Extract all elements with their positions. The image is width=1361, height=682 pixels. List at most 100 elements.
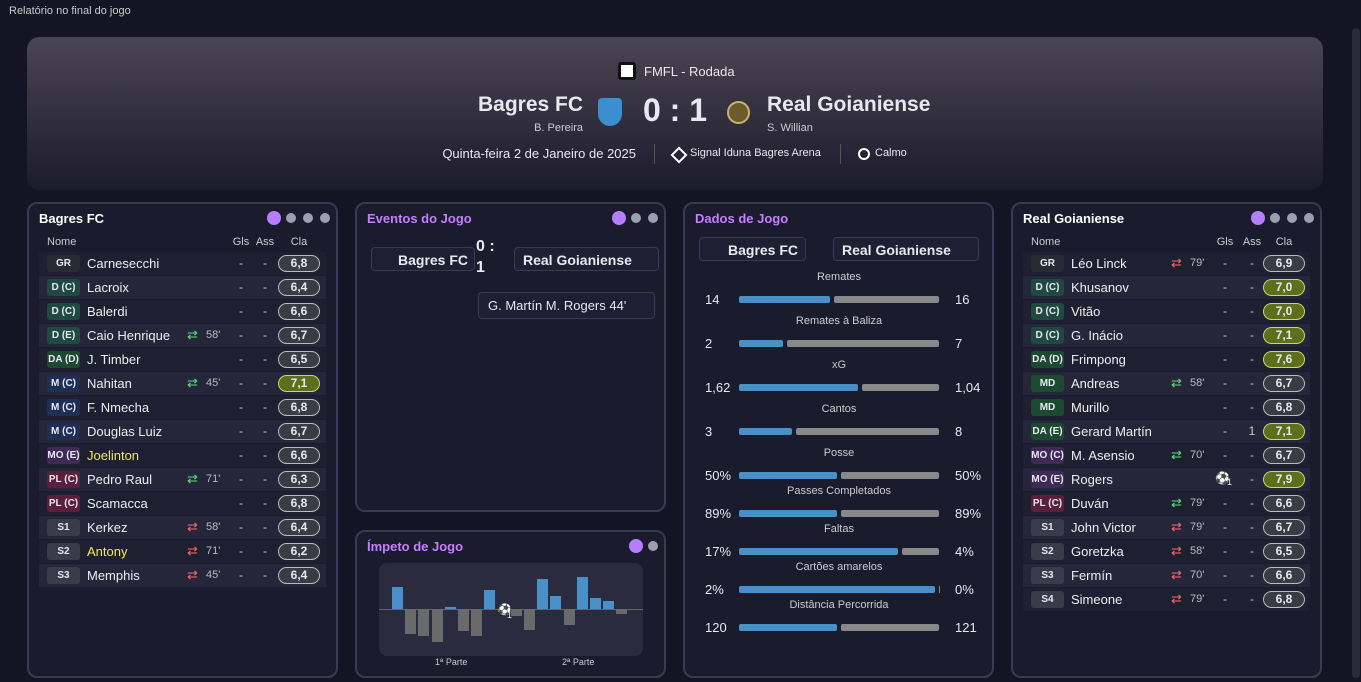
sub-minute: 79'	[1190, 521, 1205, 533]
home-name: Bagres FC	[477, 93, 583, 116]
goals: -	[239, 376, 243, 390]
assists: -	[1250, 472, 1254, 486]
assists: -	[1250, 328, 1254, 342]
column-header: Gls	[1216, 236, 1234, 248]
goals: -	[239, 304, 243, 318]
page-dot[interactable]	[320, 213, 330, 223]
player-name: Carnesecchi	[87, 256, 160, 271]
player-name: Memphis	[87, 568, 140, 583]
goals: -	[1223, 448, 1227, 462]
momentum-bar	[603, 601, 615, 609]
player-row	[39, 516, 326, 539]
position-badge: S3	[1031, 567, 1064, 584]
player-name: Léo Linck	[1071, 256, 1127, 271]
score: 0 : 1	[476, 238, 495, 276]
away-scorer: S. Willian	[767, 122, 813, 134]
sub-icon: ⇄	[187, 471, 198, 486]
page-dot[interactable]	[286, 213, 296, 223]
player-name: Vitão	[1071, 304, 1101, 319]
stat-bar-home	[739, 428, 793, 435]
weather-icon	[858, 148, 870, 160]
assists: -	[1250, 352, 1254, 366]
player-row	[39, 252, 326, 275]
page-dot[interactable]	[267, 211, 281, 225]
sub-icon: ⇄	[1171, 567, 1182, 582]
momentum-bar	[563, 609, 575, 625]
rating: 6,9	[1263, 255, 1305, 272]
player-row	[1023, 588, 1310, 611]
sub-minute: 58'	[1190, 377, 1205, 389]
player-row	[1023, 324, 1310, 347]
assists: -	[263, 472, 267, 486]
team-box: Real Goianiense	[514, 247, 659, 271]
page-dot[interactable]	[648, 213, 658, 223]
window-title: Relatório no final do jogo	[9, 5, 131, 17]
player-row	[39, 420, 326, 443]
assists: -	[1250, 280, 1254, 294]
goal-icon: ⚽	[1215, 471, 1230, 485]
stat-label: Posse	[823, 447, 855, 459]
player-row	[39, 348, 326, 371]
player-row	[1023, 468, 1310, 491]
half-label: 2ª Parte	[562, 657, 595, 667]
goals: -	[239, 568, 243, 582]
page-dot[interactable]	[1287, 213, 1297, 223]
assists: 1	[1248, 424, 1256, 438]
player-name: Nahitan	[87, 376, 132, 391]
page-dot[interactable]	[303, 213, 313, 223]
page-dot[interactable]	[1251, 211, 1265, 225]
panel-title: Dados de Jogo	[695, 211, 789, 226]
position-badge: S1	[1031, 519, 1064, 536]
player-name: Goretzka	[1071, 544, 1124, 559]
rating: 6,3	[278, 471, 320, 488]
position-badge: D (C)	[1031, 303, 1064, 320]
goals: -	[239, 424, 243, 438]
position-badge: D (C)	[47, 279, 80, 296]
player-name: G. Inácio	[1071, 328, 1124, 343]
team-box: Bagres FC	[371, 247, 475, 271]
page-dot[interactable]	[631, 213, 641, 223]
page-dot[interactable]	[1270, 213, 1280, 223]
player-row	[1023, 372, 1310, 395]
player-name: Antony	[87, 544, 128, 559]
player-row	[39, 468, 326, 491]
stat-label: Distância Percorrida	[789, 599, 889, 611]
page-dot[interactable]	[629, 539, 643, 553]
player-name: Joelinton	[87, 448, 140, 463]
page-dot[interactable]	[648, 541, 658, 551]
player-name: M. Asensio	[1071, 448, 1135, 463]
momentum-bar	[510, 609, 522, 616]
assists: -	[263, 280, 267, 294]
stat-home: 89%	[705, 506, 732, 521]
rating: 7,6	[1263, 351, 1305, 368]
position-badge: D (C)	[47, 303, 80, 320]
player-row	[39, 372, 326, 395]
stat-bar-home	[739, 624, 837, 631]
momentum-bar	[537, 579, 549, 609]
stat-home: 1,62	[705, 380, 731, 395]
sub-icon: ⇄	[1171, 543, 1182, 558]
rating: 6,5	[278, 351, 320, 368]
goals: -	[239, 400, 243, 414]
assists: -	[263, 544, 267, 558]
player-row	[1023, 396, 1310, 419]
player-row	[1023, 516, 1310, 539]
position-badge: D (C)	[1031, 279, 1064, 296]
stat-away: 89%	[955, 506, 982, 521]
page-dot[interactable]	[612, 211, 626, 225]
page-dot[interactable]	[1304, 213, 1314, 223]
goals: -	[1223, 544, 1227, 558]
assists: -	[263, 328, 267, 342]
player-row	[39, 276, 326, 299]
rating: 6,7	[1263, 519, 1305, 536]
stat-away: 4%	[955, 544, 974, 559]
player-name: F. Nmecha	[87, 400, 150, 415]
scrollbar[interactable]	[1352, 28, 1360, 678]
position-badge: S2	[47, 543, 80, 560]
stat-home: 50%	[705, 468, 732, 483]
player-row	[39, 564, 326, 587]
player-name: Douglas Luiz	[87, 424, 163, 439]
player-row	[39, 324, 326, 347]
rating: 6,5	[1263, 543, 1305, 560]
player-name: Frimpong	[1071, 352, 1126, 367]
